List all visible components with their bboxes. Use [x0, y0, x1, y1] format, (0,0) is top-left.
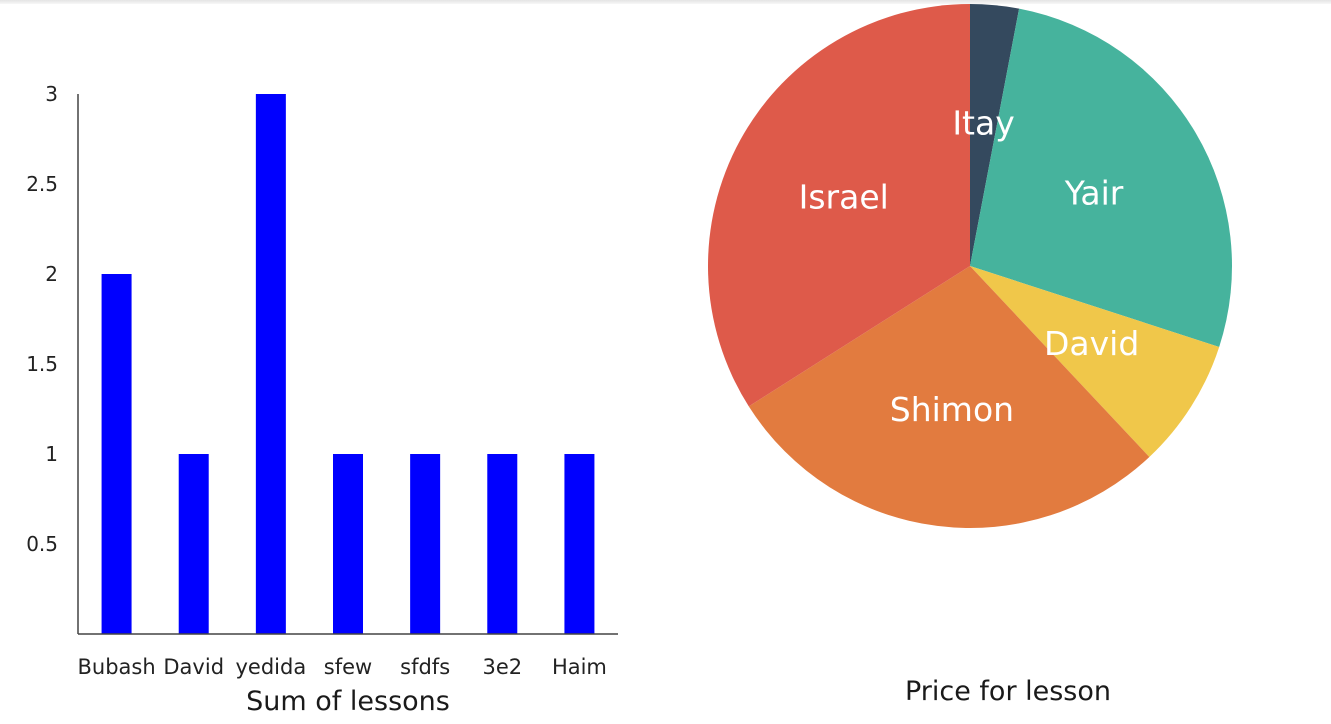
x-tick-label: yedida	[235, 655, 306, 679]
pie-slice-label: Itay	[952, 104, 1014, 143]
bar-chart: 0.5 1 1.5 2 2.5 3 Bubash David yedida sfew sfdfs 3…	[26, 82, 618, 679]
pie-slice-labels: Itay Yair David Shimon Israel	[799, 104, 1140, 429]
pie-slice	[970, 4, 1020, 266]
x-axis-labels: Bubash David yedida sfew sfdfs 3e2 Haim	[77, 655, 606, 679]
x-tick-label: Haim	[552, 655, 607, 679]
bar	[564, 454, 595, 634]
x-tick-label: sfdfs	[400, 655, 450, 679]
bar	[410, 454, 441, 634]
bar-series	[101, 94, 595, 634]
bar	[101, 274, 132, 634]
x-tick-label: Bubash	[77, 655, 155, 679]
top-border	[0, 0, 1331, 4]
bar	[487, 454, 518, 634]
pie-slice-label: Israel	[799, 178, 889, 217]
bar	[178, 454, 209, 634]
pie-chart-title: Price for lesson	[904, 676, 1112, 707]
pie-slice-label: David	[1044, 324, 1139, 363]
pie-slices	[708, 4, 1232, 528]
pie-slice	[708, 4, 970, 407]
pie-slice-label: Yair	[1064, 174, 1124, 213]
y-tick-label: 3	[45, 82, 58, 106]
x-tick-label: sfew	[324, 655, 372, 679]
x-tick-label: 3e2	[482, 655, 522, 679]
y-tick-label: 1	[45, 442, 58, 466]
bar-chart-title: Sum of lessons	[246, 686, 450, 717]
y-tick-label: 0.5	[26, 532, 58, 556]
pie-slice	[970, 8, 1232, 347]
x-tick-label: David	[163, 655, 224, 679]
bar	[333, 454, 363, 634]
bar	[255, 94, 286, 634]
pie-slice	[970, 266, 1220, 457]
y-tick-label: 2.5	[26, 172, 58, 196]
pie-slice	[748, 266, 1150, 528]
pie-slice-label: Shimon	[890, 390, 1014, 429]
y-tick-label: 1.5	[26, 352, 58, 376]
y-axis-ticks: 0.5 1 1.5 2 2.5 3	[26, 82, 58, 556]
y-tick-label: 2	[45, 262, 58, 286]
